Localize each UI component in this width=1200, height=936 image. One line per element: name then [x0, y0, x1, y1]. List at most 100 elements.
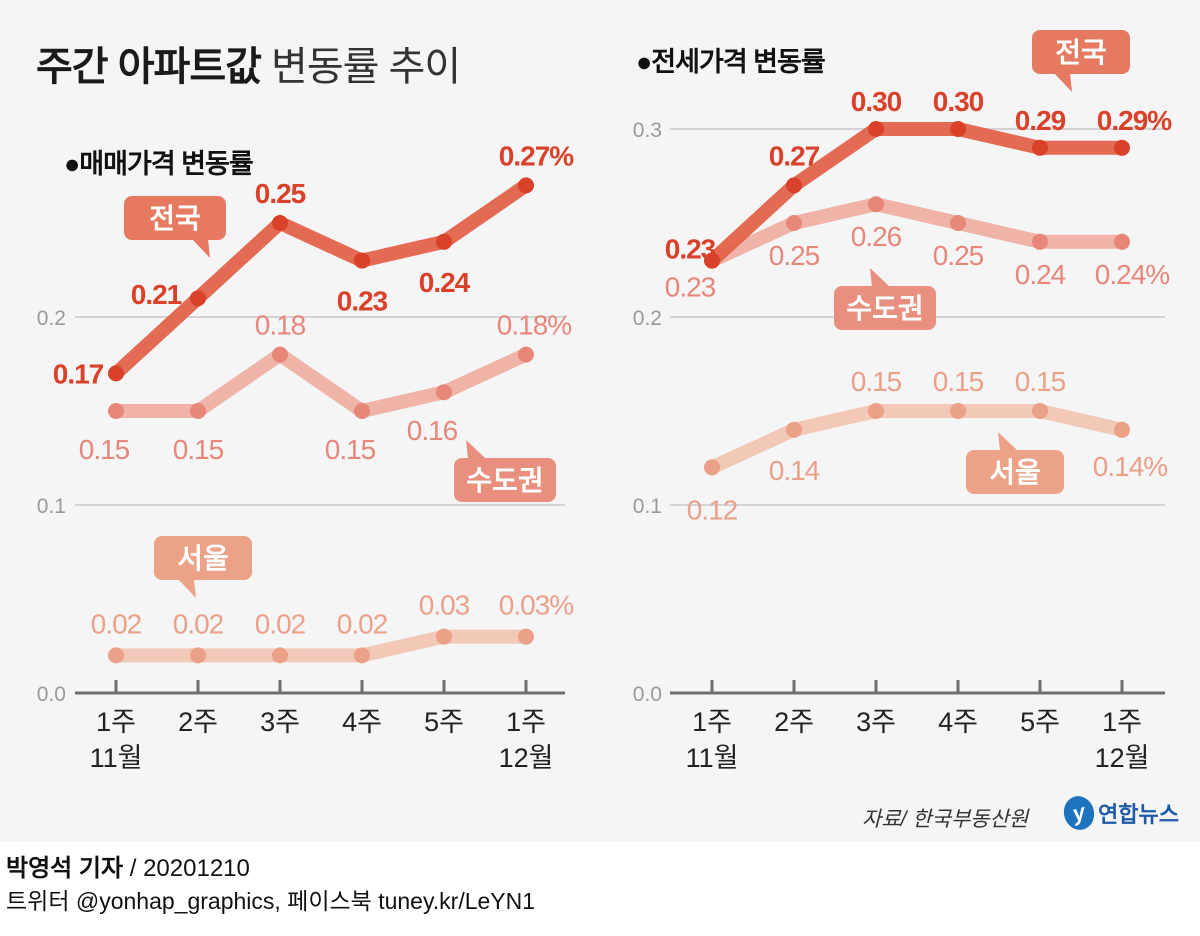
sale-national-data-label: 0.27%: [499, 140, 574, 171]
y-tick-label: 0.0: [633, 683, 662, 706]
x-tick-label: 5주: [424, 707, 464, 737]
sale-seoul-line: [109, 629, 533, 663]
jeonse-seoul-point: [950, 403, 966, 419]
jeonse-callout-seoul-label: 서울: [989, 457, 1041, 488]
jeonse-capital-data-label: 0.23: [665, 272, 716, 303]
jeonse-seoul-data-label: 0.15: [851, 366, 902, 397]
x-tick-label: 2주: [178, 707, 218, 737]
jeonse-national-data-label: 0.29: [1015, 105, 1066, 136]
reporter-credit: 박영석 기자 / 20201210: [6, 848, 250, 883]
sale-capital-data-label: 0.18: [255, 310, 306, 341]
sale-callout-seoul: 서울: [154, 536, 252, 598]
jeonse-national-line: [705, 122, 1129, 268]
x-tick-label: 11월: [90, 743, 143, 773]
sale-capital-data-label: 0.15: [325, 434, 376, 465]
y-tick-label: 0.0: [37, 683, 66, 706]
sale-callout-seoul-box: [154, 536, 252, 580]
sale-seoul-point: [354, 647, 370, 664]
charts-svg: 0.0 0.1 0.2 1주 11월 2주 3주 4주 5주 1주 12월 0.17 0.21 0.25 0…: [37, 30, 1173, 773]
sale-callout-national-box: [124, 196, 226, 240]
jeonse-callout-seoul: 서울: [966, 432, 1064, 494]
jeonse-national-data-label: 0.30: [851, 86, 902, 117]
jeonse-national-point: [868, 121, 884, 137]
sale-seoul-point: [272, 647, 288, 664]
sale-capital-point: [108, 403, 124, 419]
jeonse-seoul-data-label: 0.12: [687, 494, 738, 525]
jeonse-callout-seoul-tail: [998, 432, 1018, 451]
sale-capital-point: [272, 346, 288, 363]
sale-seoul-data-label: 0.03: [419, 590, 470, 621]
sale-seoul-data-label: 0.02: [91, 608, 142, 639]
sale-capital-data-label: 0.18%: [497, 310, 571, 341]
jeonse-seoul-data-label: 0.15: [933, 366, 984, 397]
jeonse-national-data-label: 0.27: [769, 140, 820, 171]
sale-seoul-point: [436, 628, 452, 645]
x-tick-label: 1주: [692, 707, 732, 737]
jeonse-capital-point: [786, 215, 802, 231]
publish-date: / 20201210: [123, 855, 250, 882]
sale-callout-national-label: 전국: [149, 203, 201, 234]
sale-national-data-label: 0.24: [419, 267, 471, 298]
jeonse-seoul-data-label: 0.14%: [1093, 451, 1167, 482]
y-tick-label: 0.1: [37, 495, 66, 518]
sale-capital-point: [190, 403, 206, 419]
chart-title-jeonse: ●전세가격 변동률: [636, 47, 826, 77]
sale-national-point: [272, 215, 288, 231]
sale-national-data-label: 0.25: [255, 178, 306, 209]
sale-callout-capital-label: 수도권: [466, 465, 543, 496]
jeonse-seoul-point: [1032, 403, 1048, 419]
jeonse-seoul-point: [1114, 421, 1130, 438]
y-tick-label: 0.1: [633, 495, 662, 518]
sale-chart: 0.0 0.1 0.2 1주 11월 2주 3주 4주 5주 1주 12월 0.17 0.21 0.25 0…: [37, 140, 575, 773]
sale-callout-seoul-tail: [178, 579, 196, 598]
jeonse-national-point: [950, 121, 966, 137]
x-tick-label: 12월: [499, 743, 554, 773]
sale-seoul-data-label: 0.02: [255, 608, 306, 639]
yonhap-logo-text: 연합뉴스: [1098, 802, 1179, 827]
sale-seoul-data-label: 0.03%: [499, 590, 573, 621]
x-tick-label: 12월: [1095, 743, 1150, 773]
jeonse-capital-data-label: 0.24: [1015, 259, 1066, 290]
x-tick-label: 1주: [1102, 707, 1142, 737]
x-tick-label: 11월: [686, 743, 739, 773]
sale-capital-data-label: 0.15: [79, 434, 130, 465]
jeonse-capital-data-label: 0.25: [769, 240, 820, 271]
jeonse-callout-capital: 수도권: [834, 268, 936, 330]
jeonse-national-data-label: 0.29%: [1097, 105, 1172, 136]
sale-national-point: [108, 365, 124, 382]
jeonse-capital-line: [705, 197, 1129, 268]
jeonse-national-data-label: 0.23: [665, 234, 716, 265]
sale-capital-point: [436, 384, 452, 401]
jeonse-callout-national-tail: [1054, 73, 1072, 92]
x-tick-label: 1주: [96, 707, 136, 737]
yonhap-logo-icon: y: [1060, 792, 1098, 834]
page-title: 주간 아파트값 변동률 추이: [36, 34, 461, 92]
yonhap-logo: y 연합뉴스: [1060, 792, 1179, 834]
jeonse-national-point: [1114, 139, 1130, 156]
sale-national-data-label: 0.21: [131, 279, 182, 310]
jeonse-capital-point: [1114, 233, 1130, 250]
social-links: 트위터 @yonhap_graphics, 페이스북 tuney.kr/LeYN…: [6, 888, 536, 914]
jeonse-national-point: [786, 177, 802, 194]
sale-seoul-data-label: 0.02: [337, 608, 388, 639]
jeonse-seoul-point: [786, 421, 802, 438]
sale-callout-capital: 수도권: [454, 440, 556, 502]
sale-national-point: [190, 290, 206, 307]
sale-callout-capital-tail: [466, 440, 486, 459]
y-tick-label: 0.3: [633, 119, 662, 142]
jeonse-capital-data-label: 0.24%: [1095, 259, 1169, 290]
x-tick-label: 2주: [774, 707, 814, 737]
sale-national-data-label: 0.17: [53, 358, 104, 389]
y-tick-label: 0.2: [633, 307, 662, 330]
sale-seoul-point: [518, 628, 534, 645]
jeonse-callout-capital-tail: [870, 268, 890, 287]
jeonse-callout-national: 전국: [1032, 30, 1130, 92]
jeonse-national-point: [704, 252, 720, 269]
sale-capital-point: [354, 403, 370, 419]
sale-callout-national: 전국: [124, 196, 226, 258]
x-tick-label: 3주: [260, 707, 300, 737]
jeonse-national-data-label: 0.30: [933, 86, 984, 117]
x-tick-label: 4주: [342, 707, 382, 737]
sale-national-point: [354, 252, 370, 269]
jeonse-callout-national-box: [1032, 30, 1130, 74]
